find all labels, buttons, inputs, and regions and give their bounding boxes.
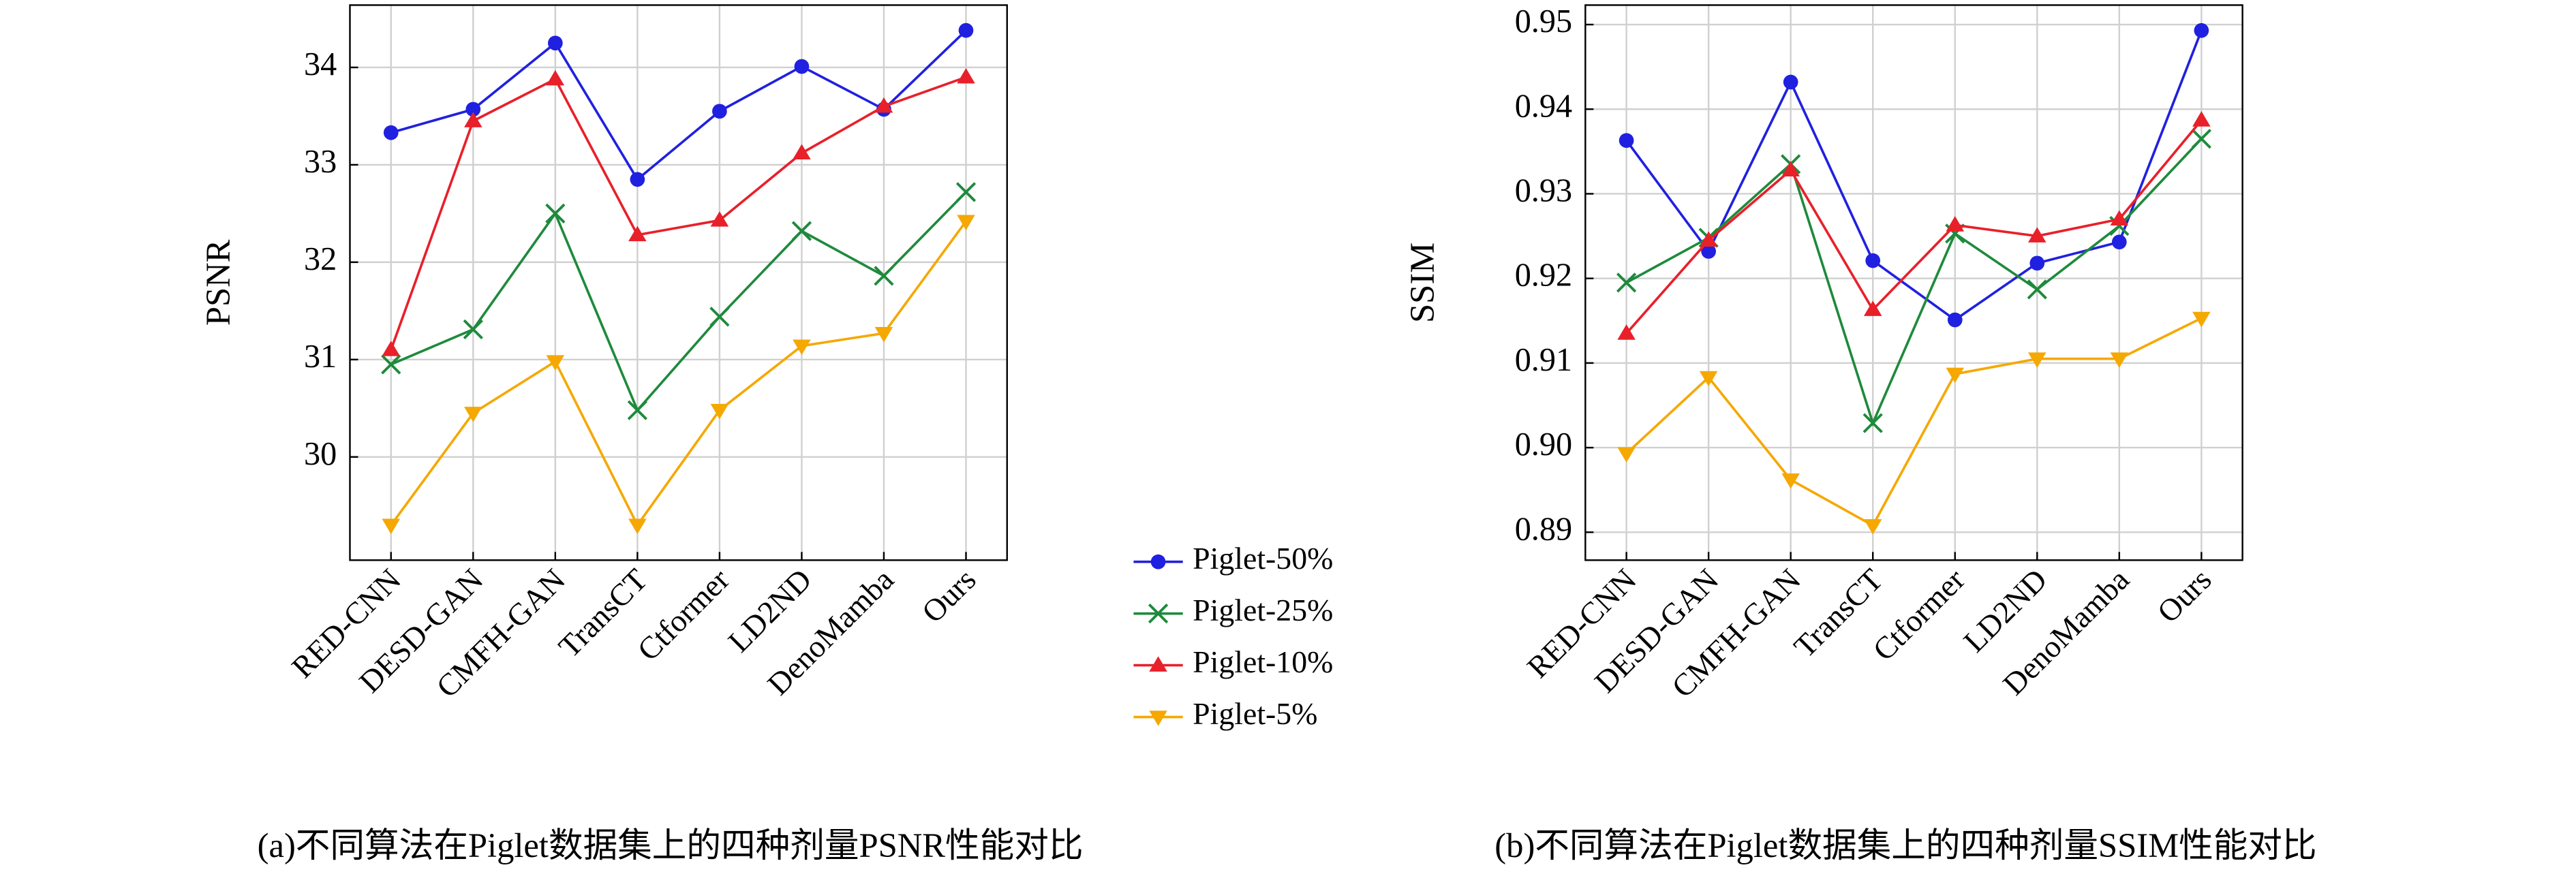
y-axis-label: PSNR <box>199 239 237 326</box>
marker <box>1863 300 1882 316</box>
marker <box>874 97 893 113</box>
x-tick-label: Ctformer <box>1866 562 1972 668</box>
series-line <box>390 191 967 413</box>
marker <box>874 266 894 286</box>
marker <box>1148 604 1169 624</box>
marker <box>1699 231 1718 247</box>
marker <box>630 172 645 187</box>
marker <box>628 225 647 242</box>
x-tick-label: Ours <box>915 562 983 629</box>
marker <box>958 22 974 38</box>
marker <box>712 104 727 119</box>
marker <box>793 144 811 160</box>
marker <box>381 354 401 375</box>
x-tick-label: Ours <box>2150 562 2218 629</box>
legend-label: Piglet-50% <box>1193 541 1333 576</box>
marker <box>1865 253 1881 268</box>
series-line <box>1625 119 2203 334</box>
marker <box>628 518 647 535</box>
marker <box>2192 311 2211 328</box>
marker <box>2111 234 2127 250</box>
y-tick-label: 0.92 <box>1515 257 1572 294</box>
marker <box>1783 74 1798 90</box>
marker <box>957 215 975 231</box>
marker <box>709 307 730 327</box>
y-tick-label: 0.93 <box>1515 173 1572 209</box>
marker <box>2192 111 2211 127</box>
caption: (a)不同算法在Piglet数据集上的四种剂量PSNR性能对比 <box>258 826 1084 864</box>
marker <box>1701 244 1716 259</box>
marker <box>465 102 481 117</box>
marker <box>2191 129 2211 149</box>
y-axis-label: SSIM <box>1403 243 1441 323</box>
marker <box>791 221 812 241</box>
y-tick-label: 30 <box>304 436 337 472</box>
marker <box>2028 227 2046 243</box>
marker <box>1150 554 1166 569</box>
series-line <box>1625 138 2203 427</box>
caption: (b)不同算法在Piglet数据集上的四种剂量SSIM性能对比 <box>1494 826 2316 864</box>
series-line <box>390 220 967 528</box>
marker <box>464 112 482 127</box>
series-line <box>1625 317 2203 527</box>
marker <box>1619 133 1634 149</box>
marker <box>1617 324 1636 340</box>
marker <box>1863 519 1882 535</box>
marker <box>2194 22 2209 38</box>
marker <box>1699 371 1718 387</box>
x-tick-label: Ctformer <box>630 562 736 668</box>
legend-label: Piglet-25% <box>1193 593 1333 627</box>
marker <box>794 59 810 74</box>
marker <box>1781 473 1800 489</box>
marker <box>710 403 729 420</box>
marker <box>545 203 566 224</box>
y-tick-label: 0.89 <box>1515 511 1572 547</box>
marker <box>383 125 399 140</box>
marker <box>710 211 729 227</box>
plot-frame <box>349 4 1008 561</box>
marker <box>1947 312 1963 328</box>
series-line <box>1625 30 2203 322</box>
marker <box>463 319 483 340</box>
legend-label: Piglet-10% <box>1193 644 1333 679</box>
marker <box>955 182 977 202</box>
marker <box>793 339 811 356</box>
legend-label: Piglet-5% <box>1193 696 1317 731</box>
marker <box>382 341 401 356</box>
marker <box>627 400 647 420</box>
marker <box>546 69 565 86</box>
y-tick-label: 33 <box>304 144 337 180</box>
marker <box>547 35 563 51</box>
marker <box>1617 447 1636 463</box>
marker <box>546 355 565 371</box>
marker <box>957 68 975 84</box>
marker <box>464 407 482 422</box>
marker <box>1149 656 1167 672</box>
marker <box>2027 279 2047 300</box>
marker <box>2110 352 2129 368</box>
series-line <box>390 76 967 351</box>
y-tick-label: 34 <box>304 46 337 82</box>
y-tick-label: 0.91 <box>1515 342 1572 378</box>
marker <box>2110 210 2129 226</box>
y-tick-label: 31 <box>304 339 337 375</box>
marker <box>2029 255 2045 271</box>
plot-frame <box>1584 4 2243 561</box>
marker <box>1862 413 1883 433</box>
marker <box>1781 161 1800 176</box>
series-line <box>390 29 967 182</box>
marker <box>1946 216 1965 232</box>
marker <box>2028 352 2046 368</box>
y-tick-label: 0.94 <box>1515 88 1572 124</box>
y-tick-label: 0.90 <box>1515 426 1572 463</box>
y-tick-label: 0.95 <box>1515 3 1572 40</box>
y-tick-label: 32 <box>304 241 337 277</box>
marker <box>1946 367 1965 384</box>
marker <box>1616 272 1637 293</box>
marker <box>382 518 401 535</box>
marker <box>1149 711 1167 726</box>
marker <box>874 326 893 343</box>
